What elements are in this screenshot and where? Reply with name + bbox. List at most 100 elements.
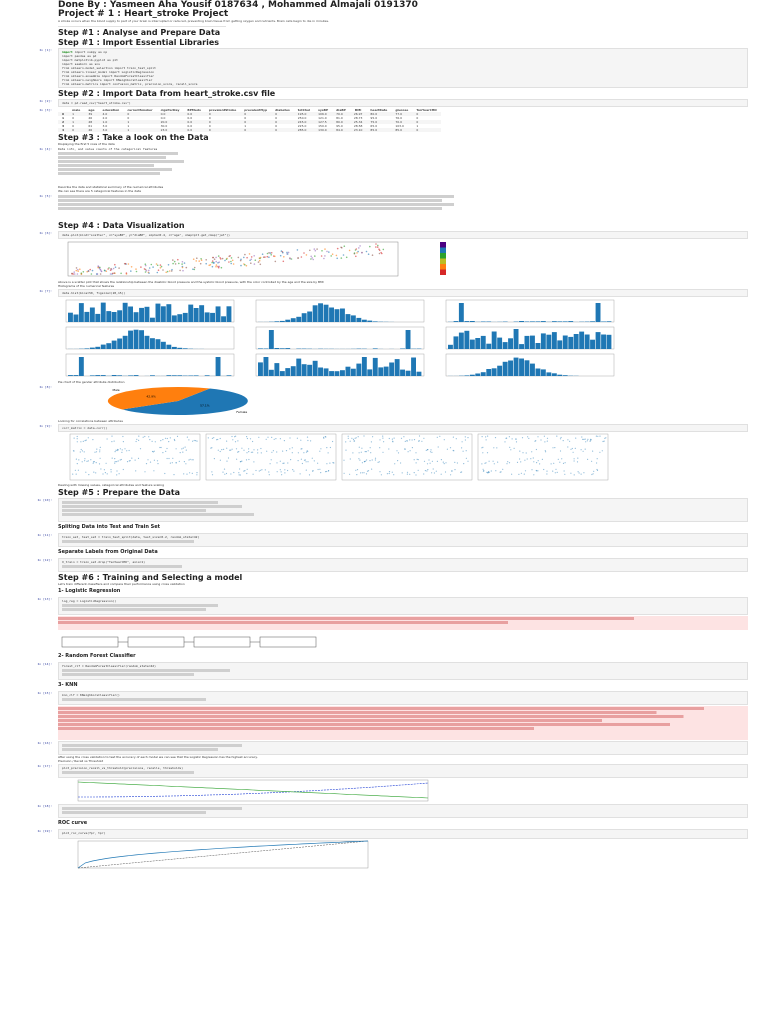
column-header: sysBP	[318, 108, 329, 112]
scatter-point	[75, 269, 78, 272]
matrix-point	[567, 439, 569, 441]
scatter-point	[326, 250, 328, 253]
matrix-point	[379, 471, 381, 473]
scatter-point	[250, 258, 253, 261]
matrix-point	[332, 440, 334, 443]
code-cell-prepare[interactable]: In [10]:	[0, 498, 768, 522]
matrix-point	[526, 458, 528, 460]
matrix-point	[493, 463, 495, 465]
table-header-row: male age education currentSmoker cigsPerDay B…	[58, 108, 441, 112]
matrix-point	[562, 462, 565, 464]
matrix-point	[84, 460, 86, 462]
matrix-point	[534, 440, 536, 442]
scatter-point	[217, 255, 220, 257]
scatter-point	[118, 267, 120, 269]
code-cell-scatter[interactable]: In [6]: data.plot(kind="scatter", x="sys…	[0, 231, 768, 239]
output-pie: In [8]: 57.1% Female 42.9% Male	[0, 385, 768, 419]
code-editor[interactable]	[58, 498, 748, 522]
code-cell-labels[interactable]: In [12]: X_train = train_set.drop("TenYe…	[0, 558, 768, 572]
hist-bar	[111, 312, 117, 322]
matrix-point	[223, 448, 225, 450]
code-editor[interactable]: data.plot(kind="scatter", x="sysBP", y="…	[58, 231, 748, 239]
matrix-point	[250, 451, 252, 453]
code-editor[interactable]: train_set, test_set = train_test_split(d…	[58, 533, 748, 547]
logreg-heading: 1- Logistic Regression	[58, 588, 121, 594]
scatter-point	[111, 272, 114, 275]
matrix-point	[426, 463, 429, 465]
code-editor[interactable]: import import numpy as np import pandas …	[58, 48, 748, 88]
scatter-point	[148, 272, 150, 274]
code-cell-hist[interactable]: In [7]: data.hist(bins=50, figsize=(20,1…	[0, 289, 768, 297]
scatter-point	[279, 254, 282, 257]
colorbar-segment	[440, 258, 446, 264]
matrix-point	[213, 437, 215, 439]
table-cell: 121.0	[318, 116, 327, 120]
code-cell-cv[interactable]: In [16]:	[0, 741, 768, 755]
matrix-point	[246, 436, 248, 438]
table-cell: 0.0	[183, 128, 205, 132]
hist-bar	[601, 334, 606, 349]
table-cell: 0	[240, 120, 272, 124]
code-editor[interactable]: corr_matrix = data.corr()	[58, 424, 748, 432]
hist-bar	[128, 375, 133, 376]
scatter-point	[228, 261, 230, 263]
matrix-point	[546, 440, 548, 442]
hist-bar	[540, 369, 546, 376]
matrix-point	[239, 461, 241, 463]
matrix-point	[234, 436, 236, 438]
code-cell-after-pr[interactable]: In [18]:	[0, 804, 768, 818]
code-editor[interactable]	[58, 741, 748, 755]
matrix-point	[461, 441, 463, 443]
table-cell: 150.0	[318, 124, 327, 128]
table-row: 3 0 61 3.0 1 30.0 0.0 0 1 0 225.0 150.0 95.0 28.58 65.…	[58, 124, 441, 128]
code-editor[interactable]: X_train = train_set.drop("TenYearCHD", a…	[58, 558, 748, 572]
code-cell-corr[interactable]: In [9]: corr_matrix = data.corr()	[0, 424, 768, 432]
output-logreg-warning	[0, 616, 768, 630]
matrix-point	[320, 472, 322, 474]
code-editor[interactable]: plot_precision_recall_vs_threshold(preci…	[58, 764, 748, 778]
code-editor[interactable]: plot_roc_curve(fpr, tpr)	[58, 829, 748, 839]
code-editor[interactable]: log_reg = LogisticRegression()	[58, 597, 748, 615]
matrix-point	[99, 451, 101, 453]
hist-bar	[95, 375, 101, 376]
matrix-point	[131, 457, 133, 459]
matrix-point	[126, 450, 128, 452]
code-cell-split[interactable]: In [11]: train_set, test_set = train_tes…	[0, 533, 768, 547]
scatter-point	[244, 253, 246, 256]
hist-bar	[312, 360, 318, 376]
matrix-point	[219, 437, 221, 440]
code-editor[interactable]: forest_clf = RandomForestClassifier(rand…	[58, 662, 748, 680]
code-cell-logreg[interactable]: In [13]: log_reg = LogisticRegression()	[0, 597, 768, 615]
code-cell-rf[interactable]: In [14]: forest_clf = RandomForestClassi…	[0, 662, 768, 680]
matrix-point	[584, 438, 586, 440]
table-cell: 0.0	[183, 120, 205, 124]
scatter-point	[196, 257, 198, 259]
code-editor[interactable]: data = pd.read_csv("heart_stroke.csv")	[58, 99, 748, 107]
scatter-point	[179, 269, 181, 272]
code-cell-roc[interactable]: In [19]: plot_roc_curve(fpr, tpr)	[0, 829, 768, 839]
matrix-point	[306, 436, 309, 438]
code-editor[interactable]: data.hist(bins=50, figsize=(20,15))	[58, 289, 748, 297]
code-cell-read[interactable]: In [2]: data = pd.read_csv("heart_stroke…	[0, 99, 768, 107]
code-cell-pr[interactable]: In [17]: plot_precision_recall_vs_thresh…	[0, 764, 768, 778]
table-cell: 61	[88, 124, 93, 128]
code-editor[interactable]: knn_clf = KNeighborsClassifier()	[58, 691, 748, 705]
scatter-point	[177, 258, 179, 261]
output-big-warning	[0, 706, 768, 740]
table-row: 1 0 46 2.0 0 0.0 0.0 0 0 0 250.0 121.0 81.0 28.73 95.0…	[58, 116, 441, 120]
code-cell-imports[interactable]: In [1]: import import numpy as np import…	[0, 48, 768, 88]
hist-bar	[546, 372, 552, 376]
code-cell-knn[interactable]: In [15]: knn_clf = KNeighborsClassifier(…	[0, 691, 768, 705]
scatter-point	[259, 263, 262, 266]
hist-bar	[551, 321, 557, 322]
table-cell: 20.0	[156, 120, 184, 124]
step5-heading: Step #5 : Prepare the Data	[58, 488, 181, 497]
matrix-point	[481, 463, 483, 465]
hist-bar	[204, 375, 210, 376]
output-info: In [4]: Data info, and value counts of t…	[0, 147, 768, 185]
table-cell: 0	[271, 120, 294, 124]
matrix-point	[584, 448, 586, 450]
matrix-point	[483, 470, 485, 472]
code-editor[interactable]	[58, 804, 748, 818]
matrix-point	[95, 462, 97, 464]
